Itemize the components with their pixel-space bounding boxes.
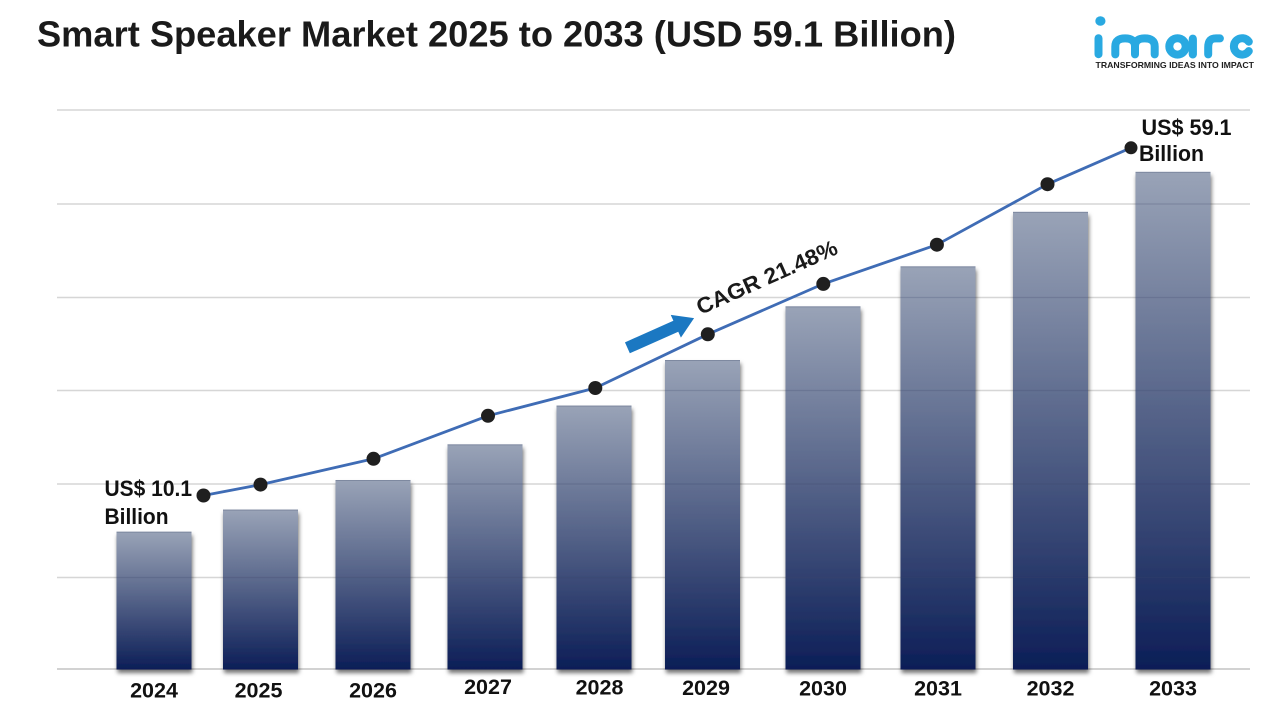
svg-text:2024: 2024 [130, 679, 178, 703]
svg-text:2032: 2032 [1027, 677, 1075, 701]
svg-text:Billion: Billion [105, 504, 169, 529]
svg-text:TRANSFORMING IDEAS INTO IMPACT: TRANSFORMING IDEAS INTO IMPACT [1096, 61, 1255, 70]
svg-text:2031: 2031 [914, 677, 962, 701]
svg-text:2028: 2028 [576, 676, 624, 700]
svg-text:2030: 2030 [799, 677, 847, 701]
svg-text:2025: 2025 [235, 679, 283, 703]
svg-text:US$ 10.1: US$ 10.1 [105, 476, 193, 501]
svg-text:2026: 2026 [349, 679, 397, 703]
svg-text:Billion: Billion [1139, 141, 1204, 166]
svg-text:Smart Speaker Market 2025 to 2: Smart Speaker Market 2025 to 2033 (USD 5… [37, 14, 956, 55]
svg-text:2027: 2027 [464, 675, 512, 699]
svg-text:2029: 2029 [682, 676, 730, 700]
svg-text:2033: 2033 [1149, 677, 1197, 701]
svg-text:US$ 59.1: US$ 59.1 [1142, 115, 1232, 140]
